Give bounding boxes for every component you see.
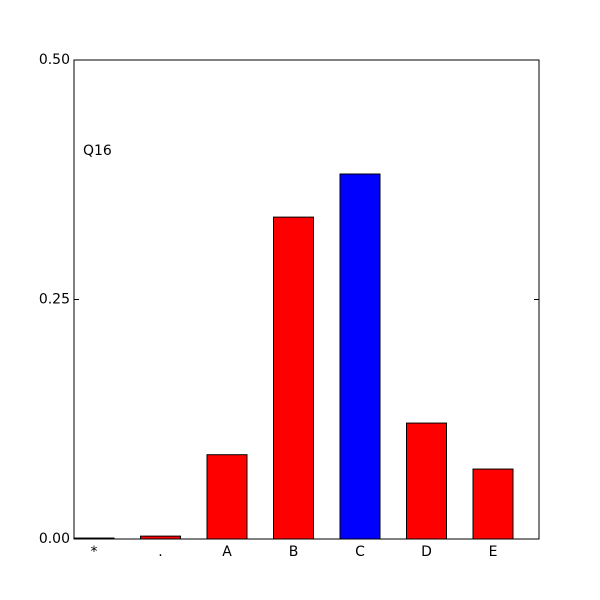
- y-tick-label: 0.00: [39, 531, 70, 547]
- y-tick-label: 0.25: [39, 292, 70, 308]
- x-tick-label: B: [289, 544, 299, 560]
- x-tick-label: .: [158, 544, 162, 560]
- x-tick-label: *: [91, 544, 98, 560]
- bar: [140, 535, 181, 540]
- annotation: Q16: [83, 143, 112, 159]
- x-tick-label: A: [222, 544, 232, 560]
- bar: [339, 173, 381, 540]
- x-tick-label: D: [421, 544, 432, 560]
- x-tick-label: E: [489, 544, 498, 560]
- y-tick-label: 0.50: [39, 52, 70, 68]
- bar: [273, 216, 314, 540]
- x-tick-label: C: [355, 544, 365, 560]
- bar: [406, 422, 447, 540]
- bar: [206, 454, 248, 540]
- bar: [472, 468, 514, 540]
- bar: [73, 537, 115, 540]
